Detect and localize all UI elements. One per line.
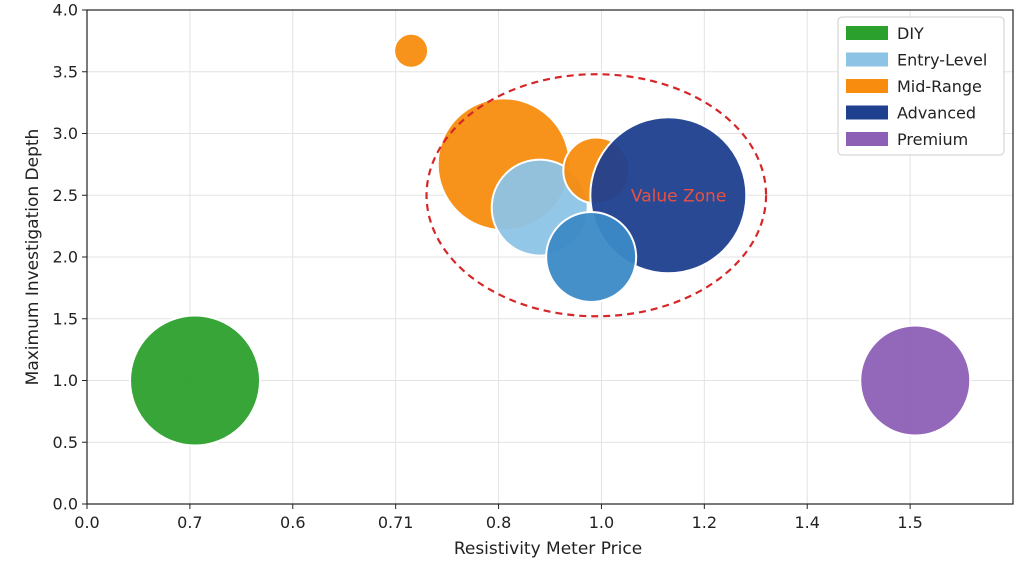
legend-label: Entry-Level	[897, 51, 987, 70]
legend-swatch	[846, 26, 888, 40]
y-tick-label: 4.0	[53, 1, 78, 20]
y-tick-label: 3.0	[53, 124, 78, 143]
y-tick-label: 1.0	[53, 371, 78, 390]
y-axis-title: Maximum Investigation Depth	[23, 129, 43, 386]
bubble-diy	[129, 314, 262, 447]
bubble-mid-range	[393, 32, 430, 69]
bubble-layer	[129, 32, 972, 447]
bubble-premium	[859, 324, 972, 437]
value-zone-ellipse	[425, 73, 768, 318]
legend-swatch	[846, 52, 888, 67]
legend-label: Mid-Range	[897, 77, 982, 96]
y-tick-label: 2.5	[53, 186, 78, 205]
x-tick-label: 1.0	[589, 513, 614, 532]
x-tick-label: 0.71	[378, 513, 414, 532]
x-tick-label: 0.7	[177, 513, 202, 532]
bubble-entry-level	[545, 211, 638, 303]
x-tick-label: 1.4	[794, 513, 819, 532]
x-tick-label: 1.5	[897, 513, 922, 532]
y-tick-label: 1.5	[53, 309, 78, 328]
x-axis-title: Resistivity Meter Price	[454, 539, 642, 559]
legend-swatch	[846, 132, 888, 146]
y-tick-label: 3.5	[53, 62, 78, 81]
ticks: 0.0 0.7 0.6 0.71 0.8 1.0 1.2 1.4 1.5 0.0 0.5 1.0 1.5…	[53, 1, 923, 533]
y-tick-label: 2.0	[53, 248, 78, 267]
x-tick-label: 0.0	[74, 513, 99, 532]
annotation-layer: Value Zone	[425, 73, 768, 318]
y-tick-label: 0.5	[53, 433, 78, 452]
legend-label: Premium	[897, 130, 968, 149]
legend-label: Advanced	[897, 104, 976, 123]
x-tick-label: 0.6	[280, 513, 305, 532]
legend-swatch	[846, 105, 888, 120]
legend-label: DIY	[897, 24, 924, 43]
y-tick-label: 0.0	[53, 495, 78, 514]
x-tick-label: 0.8	[486, 513, 511, 532]
legend: DIY Entry-Level Mid-Range Advanced Premium	[837, 16, 1005, 156]
legend-box	[837, 16, 1005, 156]
legend-swatch	[846, 79, 888, 93]
value-zone-label: Value Zone	[631, 186, 726, 206]
x-tick-label: 1.2	[692, 513, 717, 532]
